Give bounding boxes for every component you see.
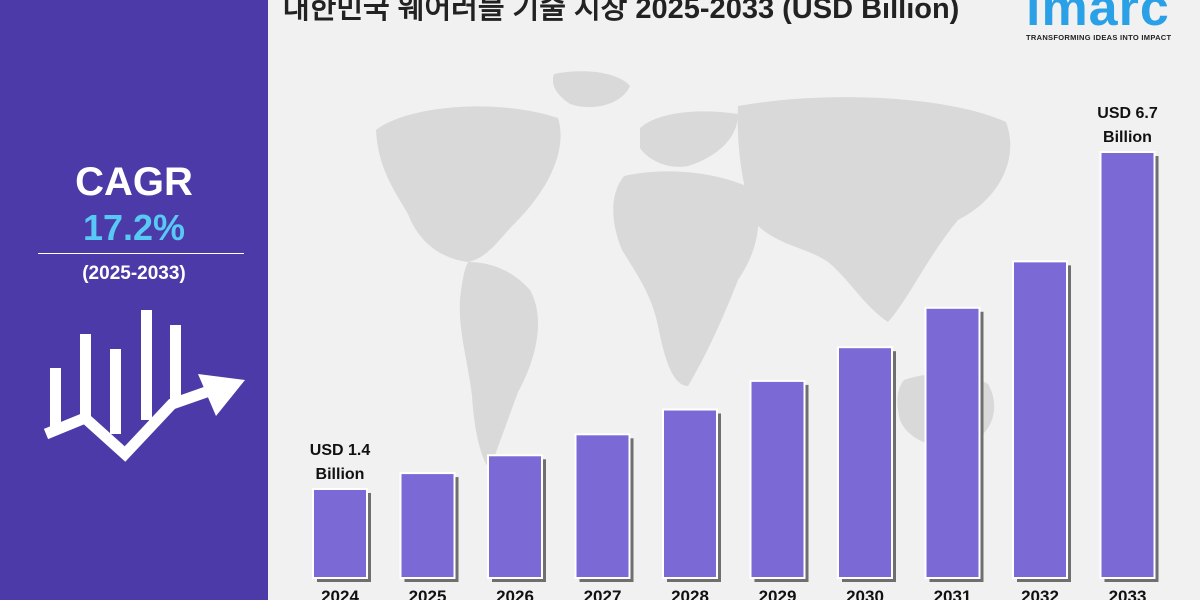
world-map-background bbox=[376, 71, 1011, 470]
cagr-period: (2025-2033) bbox=[82, 263, 186, 284]
bar-2029 bbox=[749, 379, 809, 582]
data-label-2033: USD 6.7 Billion bbox=[1097, 105, 1158, 146]
cagr-panel: CAGR 17.2% (2025-2033) bbox=[0, 0, 268, 600]
bar-rect bbox=[399, 472, 456, 579]
bar-2026 bbox=[487, 454, 546, 582]
cagr-value: 17.2% bbox=[82, 207, 186, 248]
bar-series bbox=[312, 151, 1159, 582]
x-tick-label: 2024 bbox=[321, 587, 359, 600]
x-tick-label: 2030 bbox=[846, 587, 884, 600]
bar-rect bbox=[749, 379, 806, 579]
x-tick-label: 2031 bbox=[934, 587, 972, 600]
cagr-label: CAGR bbox=[75, 160, 193, 204]
bar-2033 bbox=[1099, 151, 1159, 582]
cagr-divider bbox=[38, 253, 244, 254]
bar-rect bbox=[487, 454, 543, 579]
bar-rect bbox=[662, 408, 718, 580]
bar-rect bbox=[1012, 260, 1068, 579]
growth-chart-arrow-icon bbox=[43, 310, 245, 462]
bar-2028 bbox=[662, 408, 721, 582]
data-label-2024: USD 1.4 Billion bbox=[310, 442, 371, 483]
logo-tagline: TRANSFORMING IDEAS INTO IMPACT bbox=[1026, 33, 1172, 42]
x-tick-label: 2025 bbox=[409, 587, 447, 600]
annotations: USD 1.4 Billion USD 6.7 Billion bbox=[310, 105, 1158, 483]
logo-wordmark: imarc bbox=[1026, 0, 1170, 37]
x-tick-label: 2028 bbox=[671, 587, 709, 600]
bar-2032 bbox=[1012, 260, 1071, 582]
bar-rect bbox=[1099, 151, 1156, 579]
bar-rect bbox=[312, 487, 368, 579]
bar-2030 bbox=[837, 346, 896, 582]
bar-2024 bbox=[312, 487, 371, 582]
imarc-logo: imarc TRANSFORMING IDEAS INTO IMPACT bbox=[1018, 0, 1200, 48]
bar-2027 bbox=[574, 433, 634, 582]
bar-2031 bbox=[924, 306, 984, 582]
bar-rect bbox=[924, 306, 981, 579]
x-tick-label: 2026 bbox=[496, 587, 534, 600]
bar-2025 bbox=[399, 472, 459, 582]
bar-rect bbox=[837, 346, 893, 579]
x-tick-label: 2032 bbox=[1021, 587, 1059, 600]
x-axis-ticks: 2024 2025 2026 2027 2028 2029 2030 2031 2032 2033 bbox=[321, 587, 1146, 600]
x-tick-label: 2029 bbox=[759, 587, 797, 600]
x-tick-label: 2033 bbox=[1109, 587, 1147, 600]
x-tick-label: 2027 bbox=[584, 587, 622, 600]
bar-rect bbox=[574, 433, 631, 579]
chart-title: 대한민국 웨어러블 기술 시장 2025-2033 (USD Billion) bbox=[283, 0, 960, 25]
